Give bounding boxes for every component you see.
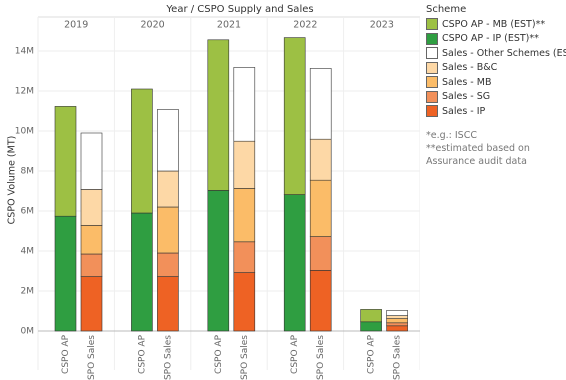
bar-segment bbox=[157, 206, 179, 254]
x-tick-label: CSPO Sales bbox=[393, 335, 403, 380]
bar-segment bbox=[80, 189, 103, 226]
bar-segment bbox=[309, 179, 332, 237]
bar-segment bbox=[360, 321, 382, 332]
y-tick-label: 2M bbox=[21, 287, 35, 297]
bar-segment bbox=[309, 236, 332, 271]
bar-segment bbox=[283, 37, 306, 195]
chart: Year / CSPO Supply and Sales CSPO Volume… bbox=[7, 4, 420, 380]
notes: *e.g.: ISCC **estimated based on Assuranc… bbox=[426, 121, 564, 168]
group-label: 2020 bbox=[141, 20, 165, 31]
y-tick-label: 10M bbox=[15, 127, 34, 137]
bar-segment bbox=[283, 194, 306, 332]
legend-item: Sales - IP bbox=[426, 104, 566, 119]
x-tick-label: CSPO AP bbox=[137, 334, 147, 374]
legend-item: Sales - SG bbox=[426, 90, 566, 105]
legend-rows: CSPO AP - MB (EST)** CSPO AP - IP (EST)**… bbox=[426, 17, 566, 119]
bar-segment bbox=[54, 106, 77, 217]
bar-segment bbox=[157, 276, 179, 332]
y-tick-label: 8M bbox=[21, 167, 35, 177]
bar-segment bbox=[386, 310, 408, 316]
bar-segment bbox=[309, 68, 332, 140]
bar-segment bbox=[386, 325, 408, 332]
legend-label: Sales - MB bbox=[442, 76, 492, 88]
bar-segment bbox=[80, 253, 103, 277]
legend-label: Sales - B&C bbox=[442, 62, 498, 74]
bar-segment bbox=[207, 39, 230, 191]
legend-item: CSPO AP - MB (EST)** bbox=[426, 17, 566, 32]
note: **estimated based on Assurance audit dat… bbox=[426, 142, 530, 167]
bar-segment bbox=[233, 140, 256, 189]
legend-label: CSPO AP - MB (EST)** bbox=[442, 18, 546, 30]
bar-segment bbox=[131, 88, 153, 214]
x-tick-label: CSPO Sales bbox=[163, 335, 173, 380]
x-tick-label: CSPO AP bbox=[290, 334, 300, 374]
legend-item: Sales - B&C bbox=[426, 61, 566, 76]
y-tick-label: 14M bbox=[15, 47, 34, 57]
bar-segment bbox=[386, 322, 408, 327]
group-label: 2021 bbox=[217, 20, 241, 31]
bar-segment bbox=[80, 276, 103, 332]
x-tick-label: CSPO Sales bbox=[87, 335, 97, 380]
legend-swatch bbox=[426, 90, 438, 103]
x-tick-label: CSPO AP bbox=[367, 334, 377, 374]
bar-segment bbox=[54, 215, 77, 332]
x-tick-label: CSPO Sales bbox=[240, 335, 250, 380]
legend-item: Sales - MB bbox=[426, 75, 566, 90]
legend-label: Sales - SG bbox=[442, 91, 491, 103]
legend-swatch bbox=[426, 32, 438, 45]
bar-segment bbox=[131, 212, 153, 332]
legend-swatch bbox=[426, 61, 438, 74]
bar-segment bbox=[360, 309, 382, 323]
x-tick-label: CSPO AP bbox=[214, 334, 224, 374]
legend-swatch bbox=[426, 105, 438, 118]
legend-title: Scheme bbox=[426, 4, 467, 15]
bar-segment bbox=[80, 132, 103, 190]
bar-segment bbox=[233, 188, 256, 243]
bar-segment bbox=[309, 138, 332, 181]
legend-label: Sales - Other Schemes (EST)* bbox=[442, 47, 566, 59]
bar-segment bbox=[233, 272, 256, 332]
note: *e.g.: ISCC bbox=[426, 129, 477, 141]
bar-segment bbox=[233, 67, 256, 142]
bar-segment bbox=[309, 270, 332, 332]
legend-swatch bbox=[426, 76, 438, 89]
legend-item: Sales - Other Schemes (EST)* bbox=[426, 46, 566, 61]
y-tick-label: 6M bbox=[21, 207, 35, 217]
y-tick-label: 4M bbox=[21, 247, 35, 257]
group-label: 2019 bbox=[64, 20, 88, 31]
bar-segment bbox=[157, 252, 179, 277]
legend-swatch bbox=[426, 47, 438, 60]
y-axis-label: CSPO Volume (MT) bbox=[7, 136, 18, 225]
x-tick-label: CSPO AP bbox=[61, 334, 71, 374]
legend-item: CSPO AP - IP (EST)** bbox=[426, 32, 566, 47]
bar-segment bbox=[207, 190, 230, 332]
bar-segment bbox=[233, 241, 256, 273]
legend-label: Sales - IP bbox=[442, 105, 486, 117]
group-label: 2022 bbox=[293, 20, 317, 31]
y-tick-label: 12M bbox=[15, 87, 34, 97]
legend-label: CSPO AP - IP (EST)** bbox=[442, 33, 539, 45]
chart-title: Year / CSPO Supply and Sales bbox=[165, 4, 313, 15]
note-spacer bbox=[426, 121, 564, 129]
legend-swatch bbox=[426, 18, 438, 31]
y-tick-label: 0M bbox=[21, 327, 35, 337]
bar-segment bbox=[80, 225, 103, 255]
group-label: 2023 bbox=[370, 20, 394, 31]
bar-segment bbox=[386, 315, 408, 319]
bar-segment bbox=[157, 109, 179, 172]
bar-segment bbox=[386, 318, 408, 324]
x-tick-label: CSPO Sales bbox=[316, 335, 326, 380]
bar-segment bbox=[157, 170, 179, 208]
legend: Scheme CSPO AP - MB (EST)** CSPO AP - IP … bbox=[426, 4, 566, 168]
